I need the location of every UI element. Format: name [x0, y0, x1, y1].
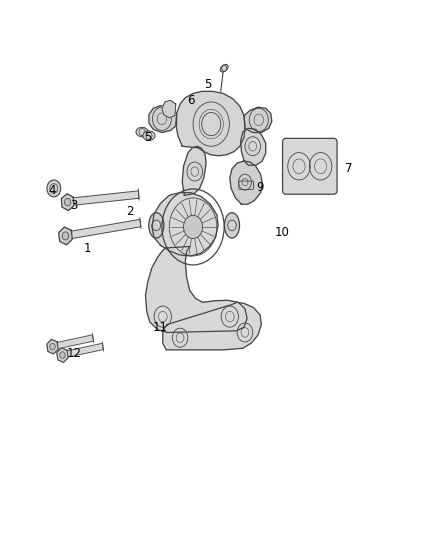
Text: 10: 10 [274, 225, 289, 239]
Text: 12: 12 [67, 347, 81, 360]
Ellipse shape [220, 64, 228, 72]
Polygon shape [149, 106, 177, 133]
Polygon shape [65, 220, 141, 239]
Polygon shape [61, 193, 74, 211]
Ellipse shape [224, 213, 240, 238]
Polygon shape [230, 161, 262, 204]
Polygon shape [182, 146, 206, 195]
Polygon shape [47, 340, 58, 354]
Circle shape [184, 215, 202, 239]
Ellipse shape [143, 131, 155, 140]
FancyBboxPatch shape [283, 139, 337, 194]
Text: 4: 4 [49, 183, 56, 197]
Polygon shape [145, 246, 247, 333]
Ellipse shape [149, 213, 164, 238]
Polygon shape [162, 100, 176, 118]
Ellipse shape [136, 127, 148, 137]
Circle shape [60, 352, 65, 358]
Polygon shape [152, 192, 218, 256]
Circle shape [64, 198, 71, 206]
Text: 7: 7 [345, 163, 353, 175]
Polygon shape [244, 107, 272, 133]
Polygon shape [52, 335, 93, 350]
Text: 1: 1 [83, 241, 91, 255]
Polygon shape [57, 348, 68, 362]
Polygon shape [59, 227, 72, 245]
Polygon shape [240, 128, 266, 165]
Text: 3: 3 [71, 199, 78, 212]
Text: 11: 11 [153, 321, 168, 334]
Text: 2: 2 [127, 205, 134, 217]
Polygon shape [163, 302, 261, 350]
Polygon shape [67, 191, 139, 206]
Circle shape [62, 232, 69, 240]
Text: 9: 9 [256, 181, 264, 194]
Text: 6: 6 [187, 94, 194, 107]
Circle shape [50, 343, 55, 350]
Polygon shape [176, 91, 245, 156]
Circle shape [47, 180, 61, 197]
Text: 5: 5 [205, 78, 212, 91]
Polygon shape [62, 343, 103, 358]
Text: 5: 5 [144, 131, 152, 144]
